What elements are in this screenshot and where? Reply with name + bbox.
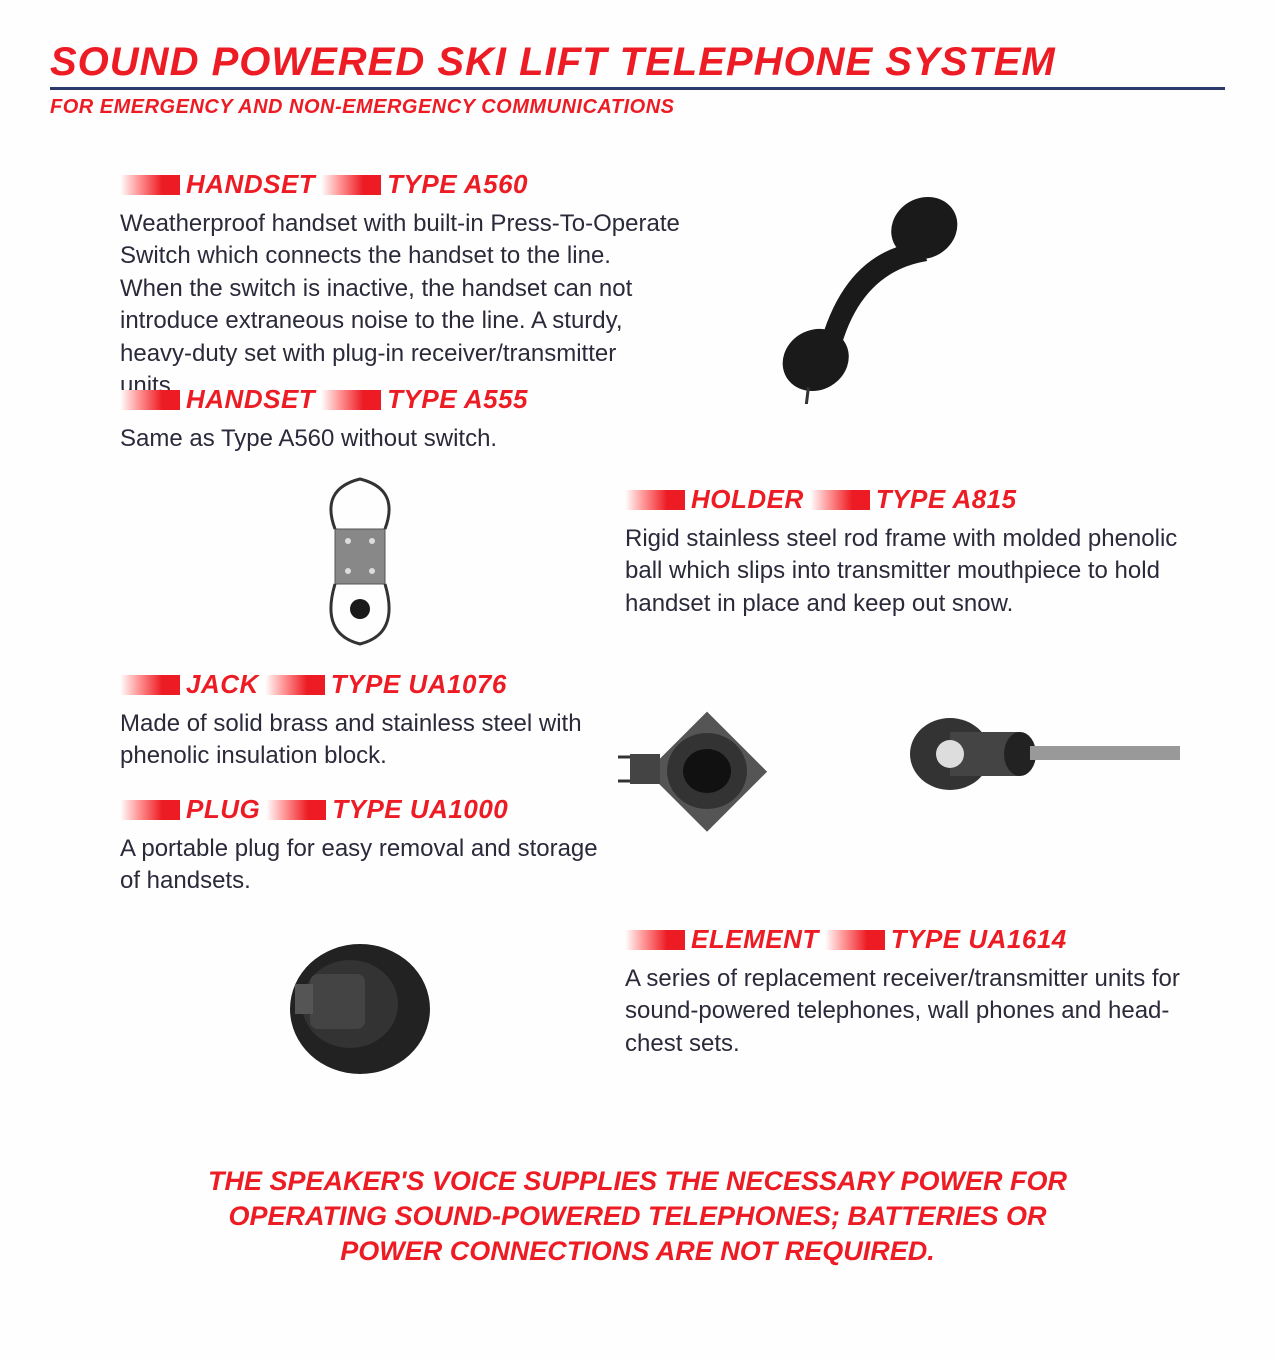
product-name: JACK bbox=[186, 669, 259, 700]
footer-statement: THE SPEAKER'S VOICE SUPPLIES THE NECESSA… bbox=[188, 1164, 1088, 1269]
gradient-bar-icon bbox=[265, 675, 325, 695]
gradient-bar-icon bbox=[120, 800, 180, 820]
product-type: TYPE A555 bbox=[387, 384, 528, 415]
gradient-bar-icon bbox=[625, 930, 685, 950]
product-type: TYPE UA1614 bbox=[891, 924, 1067, 955]
product-description: Rigid stainless steel rod frame with mol… bbox=[625, 523, 1185, 620]
product-handset-a555: HANDSET TYPE A555 Same as Type A560 with… bbox=[120, 384, 570, 455]
handset-photo-icon bbox=[700, 184, 1040, 404]
gradient-bar-icon bbox=[120, 675, 180, 695]
product-handset-a560: HANDSET TYPE A560 Weatherproof handset w… bbox=[120, 169, 680, 402]
product-type: TYPE UA1076 bbox=[331, 669, 507, 700]
gradient-bar-icon bbox=[120, 390, 180, 410]
product-jack: JACK TYPE UA1076 Made of solid brass and… bbox=[120, 669, 610, 773]
content-area: HANDSET TYPE A560 Weatherproof handset w… bbox=[50, 169, 1225, 1269]
product-type: TYPE A815 bbox=[876, 484, 1017, 515]
gradient-bar-icon bbox=[321, 175, 381, 195]
gradient-bar-icon bbox=[825, 930, 885, 950]
element-photo-icon bbox=[250, 924, 450, 1094]
product-heading: ELEMENT TYPE UA1614 bbox=[625, 924, 1215, 955]
product-name: HANDSET bbox=[186, 169, 315, 200]
product-plug: PLUG TYPE UA1000 A portable plug for eas… bbox=[120, 794, 610, 898]
product-description: A series of replacement receiver/transmi… bbox=[625, 963, 1185, 1060]
product-description: A portable plug for easy removal and sto… bbox=[120, 833, 610, 898]
gradient-bar-icon bbox=[810, 490, 870, 510]
product-name: ELEMENT bbox=[691, 924, 819, 955]
product-description: Made of solid brass and stainless steel … bbox=[120, 708, 610, 773]
product-heading: PLUG TYPE UA1000 bbox=[120, 794, 610, 825]
holder-photo-icon bbox=[280, 469, 440, 659]
jack-photo-icon bbox=[610, 699, 800, 839]
product-name: HOLDER bbox=[691, 484, 804, 515]
product-name: PLUG bbox=[186, 794, 260, 825]
product-type: TYPE A560 bbox=[387, 169, 528, 200]
product-description: Same as Type A560 without switch. bbox=[120, 423, 570, 455]
product-element: ELEMENT TYPE UA1614 A series of replacem… bbox=[625, 924, 1215, 1060]
product-heading: HOLDER TYPE A815 bbox=[625, 484, 1215, 515]
gradient-bar-icon bbox=[266, 800, 326, 820]
product-description: Weatherproof handset with built-in Press… bbox=[120, 208, 680, 402]
gradient-bar-icon bbox=[120, 175, 180, 195]
gradient-bar-icon bbox=[625, 490, 685, 510]
plug-photo-icon bbox=[880, 704, 1180, 804]
product-type: TYPE UA1000 bbox=[332, 794, 508, 825]
product-heading: HANDSET TYPE A560 bbox=[120, 169, 680, 200]
product-holder: HOLDER TYPE A815 Rigid stainless steel r… bbox=[625, 484, 1215, 620]
gradient-bar-icon bbox=[321, 390, 381, 410]
page-subtitle: FOR EMERGENCY AND NON-EMERGENCY COMMUNIC… bbox=[50, 96, 1225, 119]
page-title: SOUND POWERED SKI LIFT TELEPHONE SYSTEM bbox=[50, 40, 1225, 90]
product-name: HANDSET bbox=[186, 384, 315, 415]
product-heading: HANDSET TYPE A555 bbox=[120, 384, 570, 415]
product-heading: JACK TYPE UA1076 bbox=[120, 669, 610, 700]
